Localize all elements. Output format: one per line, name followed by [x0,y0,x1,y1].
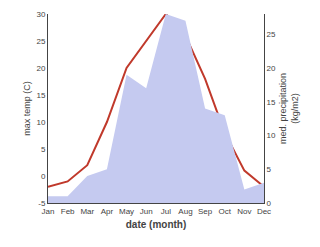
svg-text:25: 25 [267,30,276,39]
svg-text:Jan: Jan [42,207,55,216]
svg-text:Jul: Jul [161,207,171,216]
svg-text:May: May [119,207,134,216]
svg-text:30: 30 [36,10,45,19]
svg-text:10: 10 [267,131,276,140]
svg-text:Nov: Nov [237,207,251,216]
svg-text:0: 0 [41,172,46,181]
svg-text:20: 20 [267,64,276,73]
svg-text:5: 5 [267,165,272,174]
svg-text:15: 15 [36,91,45,100]
svg-text:15: 15 [267,98,276,107]
svg-text:Aug: Aug [178,207,192,216]
svg-text:25: 25 [36,37,45,46]
svg-text:Apr: Apr [101,207,114,216]
svg-text:-5: -5 [38,199,46,208]
svg-text:Dec: Dec [257,207,271,216]
svg-text:Mar: Mar [80,207,94,216]
svg-text:10: 10 [36,118,45,127]
svg-text:20: 20 [36,64,45,73]
svg-text:Oct: Oct [219,207,232,216]
svg-text:Feb: Feb [61,207,75,216]
svg-text:date (month): date (month) [126,219,187,230]
svg-text:Jun: Jun [140,207,153,216]
svg-text:5: 5 [41,145,46,154]
svg-text:0: 0 [267,199,272,208]
svg-text:max temp (C): max temp (C) [22,81,32,136]
svg-text:Sep: Sep [198,207,213,216]
svg-text:med. precipitation(kg/m2): med. precipitation(kg/m2) [278,73,300,144]
